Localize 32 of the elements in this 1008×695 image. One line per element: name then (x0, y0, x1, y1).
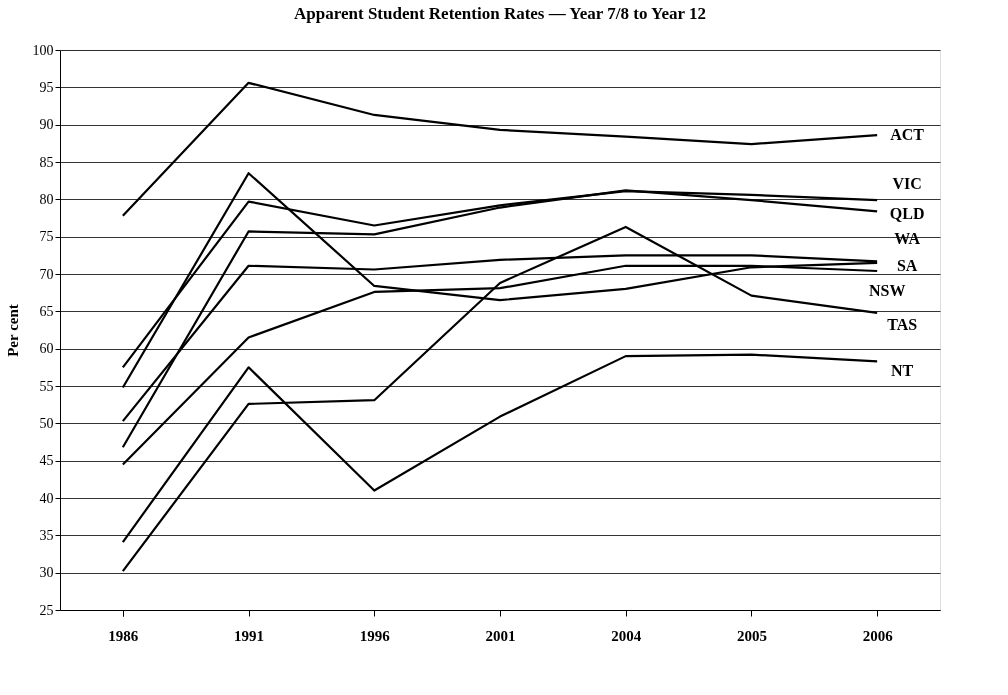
chart-title: Apparent Student Retention Rates — Year 7/8 to Year 12 (294, 4, 706, 23)
y-tick-label: 70 (39, 266, 54, 282)
y-tick-label: 65 (39, 303, 54, 319)
y-tick-label: 95 (39, 79, 54, 95)
x-tick-label: 2004 (611, 627, 642, 644)
y-tick-label: 25 (39, 602, 54, 618)
series-label: NT (891, 362, 914, 380)
y-tick-label: 75 (39, 229, 54, 245)
series-label: ACT (890, 126, 925, 144)
y-tick-label: 90 (39, 117, 54, 133)
y-tick-label: 80 (39, 191, 54, 207)
series-label: TAS (887, 315, 918, 333)
x-tick-label: 1986 (108, 627, 139, 644)
y-tick-label: 85 (39, 154, 54, 170)
y-tick-label: 45 (39, 453, 54, 469)
y-tick-label: 60 (39, 341, 54, 357)
y-tick-label: 30 (39, 565, 54, 581)
y-tick-label: 55 (39, 378, 54, 394)
x-tick-label: 1996 (359, 627, 391, 644)
y-axis-title: Per cent (4, 304, 21, 357)
series-label: QLD (889, 205, 925, 223)
series-label: VIC (892, 175, 922, 193)
y-tick-label: 35 (39, 527, 54, 543)
x-tick-label: 2001 (485, 627, 516, 644)
y-tick-label: 50 (39, 415, 54, 431)
y-tick-label: 100 (32, 42, 54, 58)
x-tick-label: 1991 (234, 627, 265, 644)
y-tick-label: 40 (39, 490, 54, 506)
x-tick-label: 2006 (862, 627, 894, 644)
series-label: NSW (868, 282, 906, 300)
x-tick-label: 2005 (736, 627, 767, 644)
series-label: SA (896, 256, 918, 274)
